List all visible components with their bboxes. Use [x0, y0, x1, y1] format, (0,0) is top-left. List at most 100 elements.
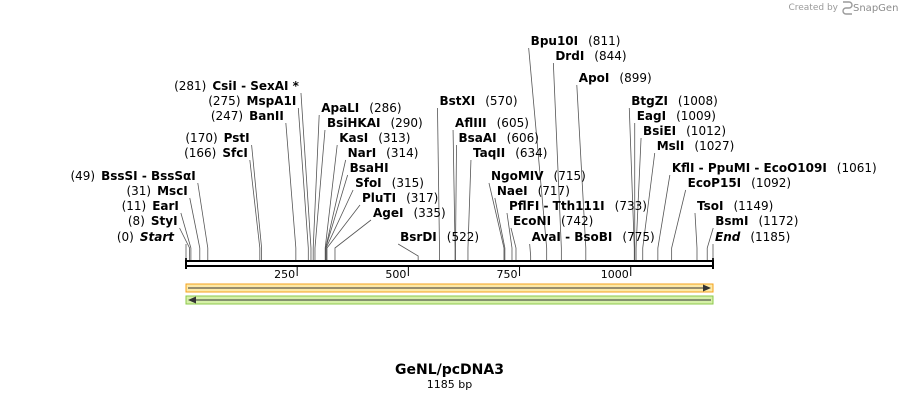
site-position: (1009): [676, 109, 716, 123]
site-label[interactable]: BtgZI (1008): [631, 94, 718, 108]
site-position: (0): [117, 230, 134, 244]
site-position: (1172): [758, 214, 798, 228]
site-name: BsaAI: [459, 131, 497, 145]
site-label[interactable]: AflIII (605): [455, 116, 529, 130]
site-leader-line: [334, 219, 372, 260]
site-leader-line: [397, 243, 419, 260]
site-leader-line: [312, 114, 320, 260]
feature-forward[interactable]: [185, 283, 714, 293]
site-name: AflIII: [455, 116, 487, 130]
site-label[interactable]: BsaHI: [350, 161, 389, 175]
site-position: (247): [211, 109, 243, 123]
site-label[interactable]: PluTI (317): [362, 191, 438, 205]
site-leader-line: [189, 197, 201, 260]
site-label[interactable]: (281) CsiI - SexAI *: [174, 79, 300, 93]
site-name: BsmI: [715, 214, 748, 228]
arrow-right-icon: [703, 284, 711, 292]
site-name: MspA1I: [247, 94, 297, 108]
site-name: NaeI: [497, 184, 528, 198]
site-name: ApaLI: [321, 101, 359, 115]
site-label[interactable]: SfoI (315): [355, 176, 424, 190]
site-position: (717): [538, 184, 570, 198]
ruler-tick-label: 500: [385, 268, 406, 281]
site-position: (522): [447, 230, 479, 244]
site-label[interactable]: (170) PstI: [185, 131, 249, 145]
feature-reverse[interactable]: [185, 295, 714, 305]
site-position: (290): [390, 116, 422, 130]
site-label[interactable]: AvaI - BsoBI (775): [532, 230, 655, 244]
site-name: PflFI - Tth111I: [509, 199, 605, 213]
site-label[interactable]: BsiHKAI (290): [327, 116, 423, 130]
site-label[interactable]: KasI (313): [339, 131, 410, 145]
site-name: KflI - PpuMI - EcoO109I: [672, 161, 827, 175]
site-label[interactable]: (11) EarI: [122, 199, 179, 213]
site-position: (8): [128, 214, 145, 228]
site-label[interactable]: EcoNI (742): [513, 214, 593, 228]
site-leader-line: [325, 174, 349, 260]
site-name: Bpu10I: [531, 34, 578, 48]
site-label[interactable]: (8) StyI: [128, 214, 178, 228]
site-label[interactable]: (49) BssSI - BssSαI: [70, 169, 195, 183]
site-label[interactable]: TsoI (1149): [697, 199, 773, 213]
site-leader-line: [314, 129, 326, 260]
site-name: BssSI - BssSαI: [101, 169, 196, 183]
site-label[interactable]: NarI (314): [348, 146, 419, 160]
site-label[interactable]: KflI - PpuMI - EcoO109I (1061): [672, 161, 877, 175]
site-name: ApoI: [579, 71, 610, 85]
site-label[interactable]: TaqII (634): [473, 146, 548, 160]
site-label[interactable]: DrdI (844): [555, 49, 626, 63]
site-label[interactable]: MslI (1027): [657, 139, 735, 153]
site-leader-line: [324, 144, 338, 260]
site-leader-line: [552, 62, 562, 260]
site-label[interactable]: End (1185): [715, 230, 790, 244]
site-position: (286): [369, 101, 401, 115]
site-leader-line: [506, 212, 513, 260]
site-label[interactable]: (31) MscI: [126, 184, 187, 198]
site-name: TsoI: [697, 199, 723, 213]
site-label[interactable]: EagI (1009): [637, 109, 716, 123]
site-label[interactable]: BsmI (1172): [715, 214, 798, 228]
site-label[interactable]: NgoMIV (715): [491, 169, 586, 183]
site-label[interactable]: (166) SfcI: [184, 146, 248, 160]
site-name: PstI: [224, 131, 250, 145]
site-position: (11): [122, 199, 147, 213]
site-name: EcoNI: [513, 214, 551, 228]
site-label[interactable]: ApoI (899): [579, 71, 652, 85]
site-name: AvaI - BsoBI: [532, 230, 613, 244]
site-label[interactable]: Bpu10I (811): [531, 34, 621, 48]
site-label[interactable]: BstXI (570): [439, 94, 517, 108]
site-label[interactable]: AgeI (335): [373, 206, 446, 220]
map-length: 1185 bp: [427, 378, 472, 391]
site-label[interactable]: PflFI - Tth111I (733): [509, 199, 647, 213]
site-label[interactable]: NaeI (717): [497, 184, 570, 198]
site-leader-line: [657, 174, 671, 260]
site-name: SfcI: [222, 146, 247, 160]
site-leader-line: [642, 152, 656, 260]
site-name: BanII: [249, 109, 284, 123]
site-position: (166): [184, 146, 216, 160]
site-label[interactable]: (247) BanII: [211, 109, 284, 123]
site-label[interactable]: (275) MspA1I: [208, 94, 296, 108]
site-position: (899): [619, 71, 651, 85]
ruler-tick-label: 1000: [601, 268, 629, 281]
site-label[interactable]: BsaAI (606): [459, 131, 539, 145]
credit-prefix: Created by: [788, 3, 838, 13]
site-label[interactable]: (0) Start: [117, 230, 175, 244]
site-labels: (0) Start (8) StyI (11) EarI(31) MscI (49) BssSI…: [70, 34, 876, 244]
site-position: (811): [588, 34, 620, 48]
site-label[interactable]: BsrDI (522): [400, 230, 479, 244]
site-label[interactable]: BsiEI (1012): [643, 124, 726, 138]
site-name: TaqII: [473, 146, 505, 160]
site-leader-line: [179, 227, 190, 260]
site-leader-line: [671, 189, 687, 260]
site-name: BsiEI: [643, 124, 676, 138]
site-leader-line: [180, 212, 192, 260]
site-position: (742): [561, 214, 593, 228]
site-label[interactable]: EcoP15I (1092): [688, 176, 791, 190]
site-label[interactable]: ApaLI (286): [321, 101, 401, 115]
site-leader-line: [576, 84, 587, 260]
site-leader-line: [326, 204, 361, 260]
site-position: (49): [70, 169, 95, 183]
site-position: (1061): [837, 161, 877, 175]
site-name: EarI: [152, 199, 179, 213]
